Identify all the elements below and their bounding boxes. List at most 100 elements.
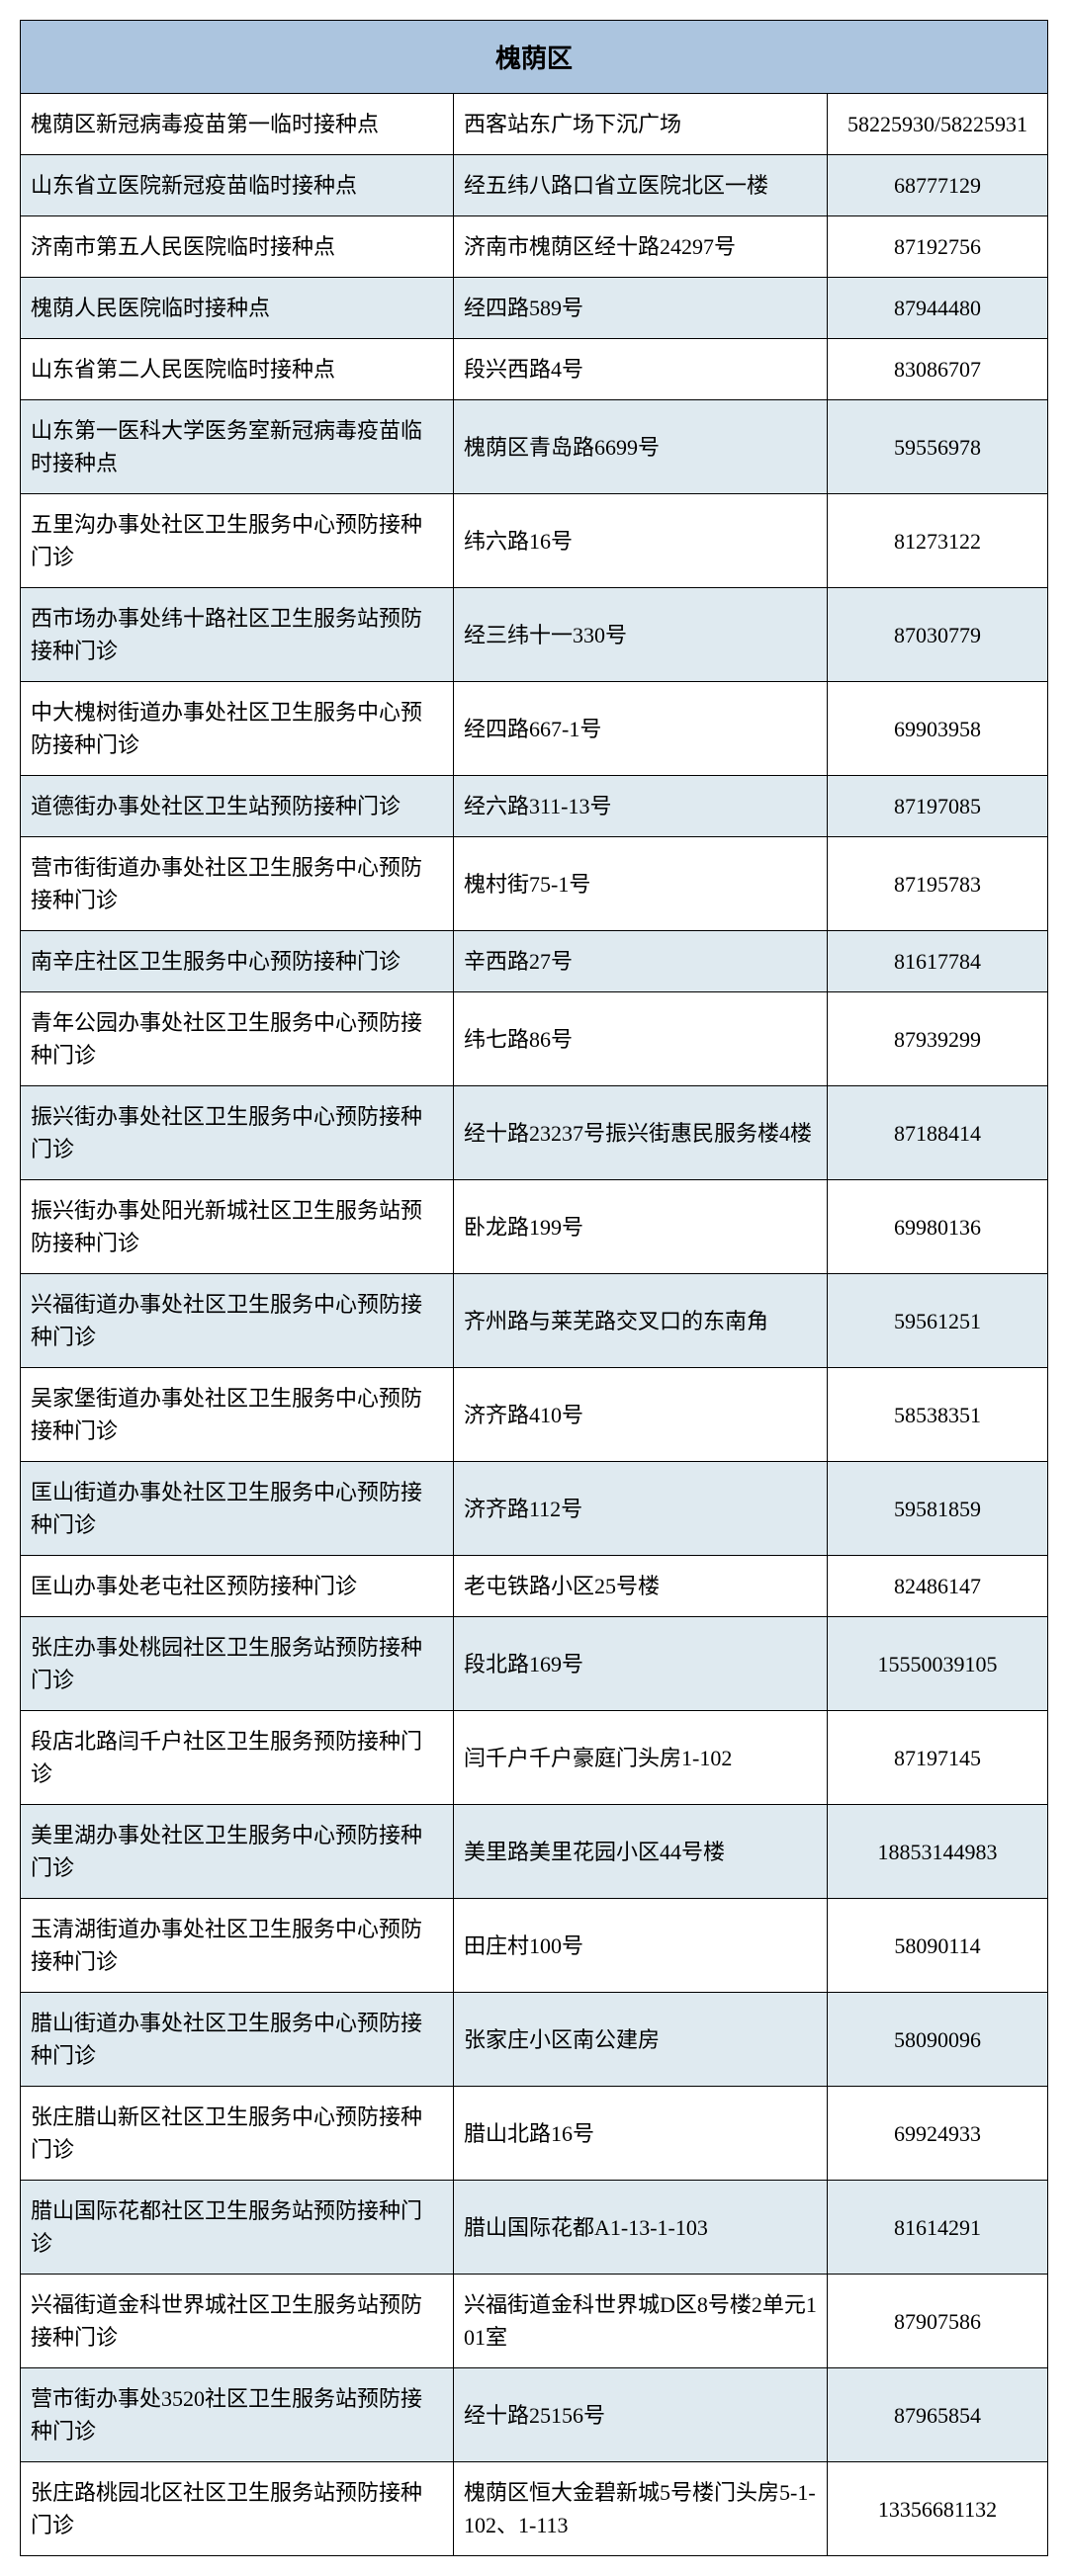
- site-name-cell: 张庄路桃园北区社区卫生服务站预防接种门诊: [21, 2462, 454, 2555]
- site-address-cell: 纬六路16号: [454, 494, 828, 587]
- site-phone-cell: 87907586: [828, 2275, 1047, 2367]
- site-phone-cell: 58090114: [828, 1899, 1047, 1992]
- site-address-cell: 经四路589号: [454, 278, 828, 338]
- site-name-cell: 青年公园办事处社区卫生服务中心预防接种门诊: [21, 992, 454, 1085]
- site-address-cell: 纬七路86号: [454, 992, 828, 1085]
- table-row: 吴家堡街道办事处社区卫生服务中心预防接种门诊济齐路410号58538351: [21, 1368, 1047, 1462]
- site-address-cell: 卧龙路199号: [454, 1180, 828, 1273]
- site-name-cell: 吴家堡街道办事处社区卫生服务中心预防接种门诊: [21, 1368, 454, 1461]
- site-name-cell: 山东省立医院新冠疫苗临时接种点: [21, 155, 454, 215]
- table-body: 槐荫区新冠病毒疫苗第一临时接种点西客站东广场下沉广场58225930/58225…: [21, 94, 1047, 2555]
- table-row: 山东省第二人民医院临时接种点段兴西路4号83086707: [21, 339, 1047, 400]
- site-phone-cell: 81617784: [828, 931, 1047, 991]
- table-row: 山东第一医科大学医务室新冠病毒疫苗临时接种点槐荫区青岛路6699号5955697…: [21, 400, 1047, 494]
- table-row: 五里沟办事处社区卫生服务中心预防接种门诊纬六路16号81273122: [21, 494, 1047, 588]
- site-phone-cell: 59561251: [828, 1274, 1047, 1367]
- table-row: 腊山街道办事处社区卫生服务中心预防接种门诊张家庄小区南公建房58090096: [21, 1993, 1047, 2087]
- table-row: 张庄腊山新区社区卫生服务中心预防接种门诊腊山北路16号69924933: [21, 2087, 1047, 2181]
- site-name-cell: 张庄腊山新区社区卫生服务中心预防接种门诊: [21, 2087, 454, 2180]
- site-phone-cell: 87944480: [828, 278, 1047, 338]
- site-name-cell: 振兴街办事处阳光新城社区卫生服务站预防接种门诊: [21, 1180, 454, 1273]
- site-name-cell: 南辛庄社区卫生服务中心预防接种门诊: [21, 931, 454, 991]
- site-phone-cell: 69924933: [828, 2087, 1047, 2180]
- site-phone-cell: 58090096: [828, 1993, 1047, 2086]
- site-name-cell: 中大槐树街道办事处社区卫生服务中心预防接种门诊: [21, 682, 454, 775]
- site-phone-cell: 68777129: [828, 155, 1047, 215]
- table-row: 山东省立医院新冠疫苗临时接种点经五纬八路口省立医院北区一楼68777129: [21, 155, 1047, 216]
- site-address-cell: 济南市槐荫区经十路24297号: [454, 216, 828, 277]
- site-phone-cell: 81273122: [828, 494, 1047, 587]
- site-name-cell: 匡山街道办事处社区卫生服务中心预防接种门诊: [21, 1462, 454, 1555]
- site-name-cell: 腊山街道办事处社区卫生服务中心预防接种门诊: [21, 1993, 454, 2086]
- table-row: 振兴街办事处社区卫生服务中心预防接种门诊经十路23237号振兴街惠民服务楼4楼8…: [21, 1086, 1047, 1180]
- site-name-cell: 槐荫区新冠病毒疫苗第一临时接种点: [21, 94, 454, 154]
- table-row: 腊山国际花都社区卫生服务站预防接种门诊腊山国际花都A1-13-1-1038161…: [21, 2181, 1047, 2275]
- table-row: 兴福街道金科世界城社区卫生服务站预防接种门诊兴福街道金科世界城D区8号楼2单元1…: [21, 2275, 1047, 2368]
- site-phone-cell: 59556978: [828, 400, 1047, 493]
- site-name-cell: 五里沟办事处社区卫生服务中心预防接种门诊: [21, 494, 454, 587]
- site-name-cell: 兴福街道办事处社区卫生服务中心预防接种门诊: [21, 1274, 454, 1367]
- site-name-cell: 山东省第二人民医院临时接种点: [21, 339, 454, 399]
- vaccination-sites-table: 槐荫区 槐荫区新冠病毒疫苗第一临时接种点西客站东广场下沉广场58225930/5…: [20, 20, 1048, 2556]
- site-phone-cell: 15550039105: [828, 1617, 1047, 1710]
- site-address-cell: 经四路667-1号: [454, 682, 828, 775]
- site-address-cell: 田庄村100号: [454, 1899, 828, 1992]
- site-phone-cell: 87195783: [828, 837, 1047, 930]
- table-row: 段店北路闫千户社区卫生服务预防接种门诊闫千户千户豪庭门头房1-102871971…: [21, 1711, 1047, 1805]
- site-address-cell: 兴福街道金科世界城D区8号楼2单元101室: [454, 2275, 828, 2367]
- table-row: 营市街街道办事处社区卫生服务中心预防接种门诊槐村街75-1号87195783: [21, 837, 1047, 931]
- table-row: 匡山街道办事处社区卫生服务中心预防接种门诊济齐路112号59581859: [21, 1462, 1047, 1556]
- table-row: 匡山办事处老屯社区预防接种门诊老屯铁路小区25号楼82486147: [21, 1556, 1047, 1617]
- table-row: 西市场办事处纬十路社区卫生服务站预防接种门诊经三纬十一330号87030779: [21, 588, 1047, 682]
- site-phone-cell: 81614291: [828, 2181, 1047, 2274]
- site-phone-cell: 58538351: [828, 1368, 1047, 1461]
- table-row: 玉清湖街道办事处社区卫生服务中心预防接种门诊田庄村100号58090114: [21, 1899, 1047, 1993]
- table-row: 中大槐树街道办事处社区卫生服务中心预防接种门诊经四路667-1号69903958: [21, 682, 1047, 776]
- site-address-cell: 腊山国际花都A1-13-1-103: [454, 2181, 828, 2274]
- site-name-cell: 张庄办事处桃园社区卫生服务站预防接种门诊: [21, 1617, 454, 1710]
- site-name-cell: 段店北路闫千户社区卫生服务预防接种门诊: [21, 1711, 454, 1804]
- site-phone-cell: 83086707: [828, 339, 1047, 399]
- site-address-cell: 辛西路27号: [454, 931, 828, 991]
- site-address-cell: 张家庄小区南公建房: [454, 1993, 828, 2086]
- site-address-cell: 经五纬八路口省立医院北区一楼: [454, 155, 828, 215]
- site-phone-cell: 87192756: [828, 216, 1047, 277]
- site-phone-cell: 87939299: [828, 992, 1047, 1085]
- site-phone-cell: 59581859: [828, 1462, 1047, 1555]
- site-phone-cell: 87188414: [828, 1086, 1047, 1179]
- table-row: 槐荫人民医院临时接种点经四路589号87944480: [21, 278, 1047, 339]
- site-address-cell: 经三纬十一330号: [454, 588, 828, 681]
- table-row: 美里湖办事处社区卫生服务中心预防接种门诊美里路美里花园小区44号楼1885314…: [21, 1805, 1047, 1899]
- site-address-cell: 段兴西路4号: [454, 339, 828, 399]
- table-row: 济南市第五人民医院临时接种点济南市槐荫区经十路24297号87192756: [21, 216, 1047, 278]
- site-name-cell: 道德街办事处社区卫生站预防接种门诊: [21, 776, 454, 836]
- site-address-cell: 闫千户千户豪庭门头房1-102: [454, 1711, 828, 1804]
- site-phone-cell: 82486147: [828, 1556, 1047, 1616]
- site-address-cell: 经六路311-13号: [454, 776, 828, 836]
- site-name-cell: 营市街街道办事处社区卫生服务中心预防接种门诊: [21, 837, 454, 930]
- table-row: 张庄办事处桃园社区卫生服务站预防接种门诊段北路169号15550039105: [21, 1617, 1047, 1711]
- site-name-cell: 玉清湖街道办事处社区卫生服务中心预防接种门诊: [21, 1899, 454, 1992]
- site-name-cell: 腊山国际花都社区卫生服务站预防接种门诊: [21, 2181, 454, 2274]
- site-address-cell: 槐荫区恒大金碧新城5号楼门头房5-1-102、1-113: [454, 2462, 828, 2555]
- site-phone-cell: 87030779: [828, 588, 1047, 681]
- site-phone-cell: 87965854: [828, 2368, 1047, 2461]
- site-name-cell: 济南市第五人民医院临时接种点: [21, 216, 454, 277]
- table-row: 兴福街道办事处社区卫生服务中心预防接种门诊齐州路与莱芜路交叉口的东南角59561…: [21, 1274, 1047, 1368]
- site-name-cell: 振兴街办事处社区卫生服务中心预防接种门诊: [21, 1086, 454, 1179]
- site-address-cell: 齐州路与莱芜路交叉口的东南角: [454, 1274, 828, 1367]
- table-row: 道德街办事处社区卫生站预防接种门诊经六路311-13号87197085: [21, 776, 1047, 837]
- table-row: 营市街办事处3520社区卫生服务站预防接种门诊经十路25156号87965854: [21, 2368, 1047, 2462]
- site-name-cell: 美里湖办事处社区卫生服务中心预防接种门诊: [21, 1805, 454, 1898]
- table-row: 南辛庄社区卫生服务中心预防接种门诊辛西路27号81617784: [21, 931, 1047, 992]
- site-address-cell: 西客站东广场下沉广场: [454, 94, 828, 154]
- site-address-cell: 槐村街75-1号: [454, 837, 828, 930]
- site-name-cell: 匡山办事处老屯社区预防接种门诊: [21, 1556, 454, 1616]
- site-name-cell: 营市街办事处3520社区卫生服务站预防接种门诊: [21, 2368, 454, 2461]
- table-row: 槐荫区新冠病毒疫苗第一临时接种点西客站东广场下沉广场58225930/58225…: [21, 94, 1047, 155]
- site-phone-cell: 58225930/58225931: [828, 94, 1047, 154]
- site-address-cell: 槐荫区青岛路6699号: [454, 400, 828, 493]
- site-phone-cell: 87197085: [828, 776, 1047, 836]
- site-phone-cell: 18853144983: [828, 1805, 1047, 1898]
- site-name-cell: 西市场办事处纬十路社区卫生服务站预防接种门诊: [21, 588, 454, 681]
